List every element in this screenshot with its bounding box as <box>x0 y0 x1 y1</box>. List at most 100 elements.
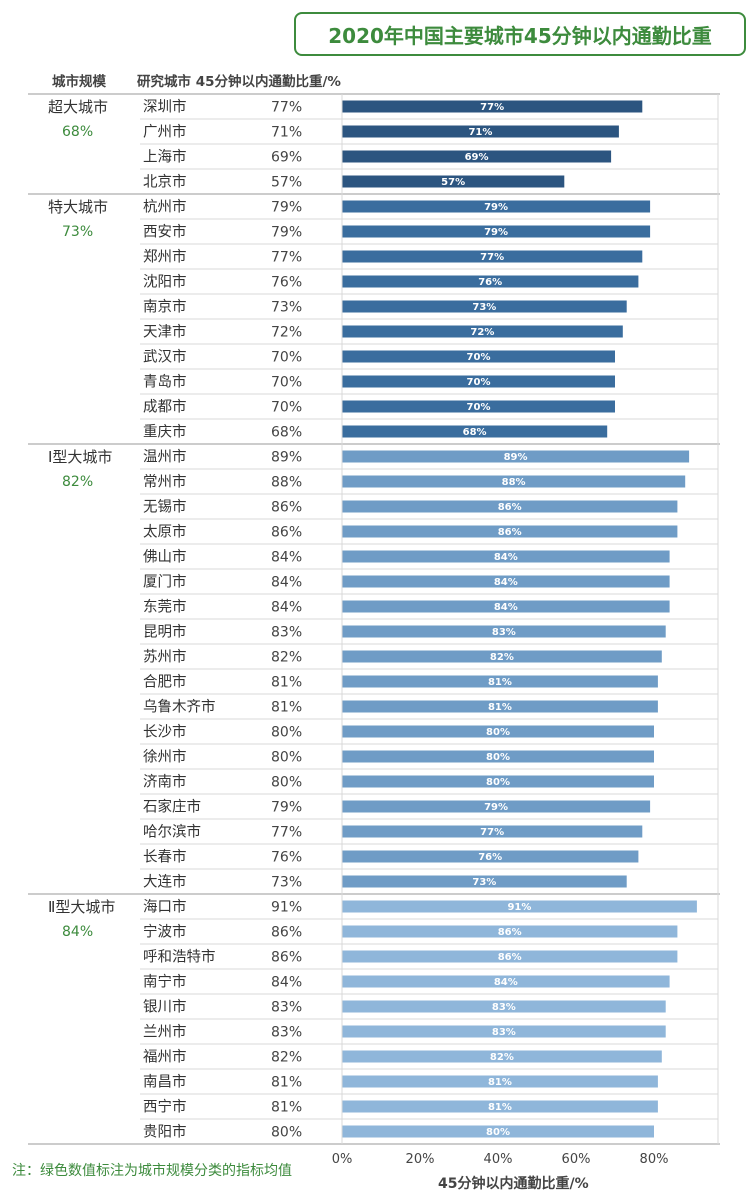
city-name: 徐州市 <box>143 749 187 766</box>
group-average: 82% <box>62 474 93 490</box>
city-value: 80% <box>271 1125 302 1141</box>
bar-label: 79% <box>484 227 508 238</box>
bar-label: 70% <box>467 352 491 363</box>
bar <box>342 525 678 538</box>
x-tick-label: 40% <box>484 1152 513 1167</box>
city-value: 84% <box>271 550 302 566</box>
bar <box>342 200 651 213</box>
bar-label: 86% <box>498 527 522 538</box>
city-name: 常州市 <box>143 474 187 491</box>
city-name: 西宁市 <box>143 1099 187 1116</box>
city-value: 71% <box>271 125 302 141</box>
city-value: 80% <box>271 750 302 766</box>
city-value: 86% <box>271 925 302 941</box>
city-value: 80% <box>271 725 302 741</box>
city-name: 杭州市 <box>143 199 187 216</box>
bar <box>342 800 651 813</box>
bar <box>342 675 658 688</box>
bar-label: 57% <box>441 177 465 188</box>
bar-label: 82% <box>490 1052 514 1063</box>
city-name: 福州市 <box>143 1049 187 1066</box>
city-name: 天津市 <box>143 324 187 341</box>
bar-label: 83% <box>492 627 516 638</box>
bar-label: 73% <box>472 877 496 888</box>
bar <box>342 425 608 438</box>
city-value: 77% <box>271 250 302 266</box>
city-value: 79% <box>271 225 302 241</box>
bar-label: 70% <box>467 377 491 388</box>
city-value: 81% <box>271 1075 302 1091</box>
bar <box>342 850 639 863</box>
bar-label: 81% <box>488 702 512 713</box>
x-tick-label: 0% <box>332 1152 353 1167</box>
bar <box>342 400 615 413</box>
city-name: 昆明市 <box>143 624 187 641</box>
city-name: 厦门市 <box>143 574 187 591</box>
bar <box>342 650 662 663</box>
bar-label: 80% <box>486 752 510 763</box>
bar-label: 88% <box>502 477 526 488</box>
city-value: 72% <box>271 325 302 341</box>
bar-label: 77% <box>480 102 504 113</box>
bar <box>342 450 690 463</box>
chart-title: 2020年中国主要城市45分钟以内通勤比重 <box>294 12 746 56</box>
city-name: 南宁市 <box>143 974 187 991</box>
bar <box>342 950 678 963</box>
city-name: 济南市 <box>143 774 187 791</box>
bar <box>342 575 670 588</box>
chart-note: 注：绿色数值标注为城市规模分类的指标均值 <box>12 1163 292 1179</box>
city-value: 77% <box>271 100 302 116</box>
x-tick-label: 80% <box>640 1152 669 1167</box>
bar-label: 84% <box>494 602 518 613</box>
bar <box>342 250 643 263</box>
city-name: 长春市 <box>143 849 187 866</box>
city-value: 81% <box>271 675 302 691</box>
city-name: 成都市 <box>143 399 187 416</box>
x-tick-label: 20% <box>406 1152 435 1167</box>
bar-label: 72% <box>470 327 494 338</box>
city-value: 84% <box>271 575 302 591</box>
city-value: 73% <box>271 875 302 891</box>
bar <box>342 925 678 938</box>
city-name: 乌鲁木齐市 <box>143 699 216 716</box>
bar-label: 91% <box>507 902 531 913</box>
city-name: 青岛市 <box>143 374 187 391</box>
city-name: 西安市 <box>143 224 187 241</box>
bar <box>342 1075 658 1088</box>
city-name: 合肥市 <box>143 674 187 691</box>
x-tick-label: 60% <box>562 1152 591 1167</box>
city-value: 76% <box>271 275 302 291</box>
city-value: 70% <box>271 400 302 416</box>
city-name: 上海市 <box>143 149 187 166</box>
bar-label: 81% <box>488 1102 512 1113</box>
city-name: 无锡市 <box>143 499 187 516</box>
city-value: 77% <box>271 825 302 841</box>
bar-label: 77% <box>480 252 504 263</box>
city-value: 82% <box>271 650 302 666</box>
city-value: 86% <box>271 500 302 516</box>
bar <box>342 1000 666 1013</box>
city-name: 重庆市 <box>143 424 187 441</box>
bar-label: 83% <box>492 1027 516 1038</box>
city-name: 郑州市 <box>143 249 187 266</box>
bar <box>342 150 612 163</box>
bar <box>342 825 643 838</box>
bar-label: 89% <box>504 452 528 463</box>
city-value: 89% <box>271 450 302 466</box>
city-name: 长沙市 <box>143 724 187 741</box>
city-name: 南京市 <box>143 299 187 316</box>
bar <box>342 975 670 988</box>
bar-label: 84% <box>494 552 518 563</box>
city-name: 石家庄市 <box>143 798 201 816</box>
city-value: 69% <box>271 150 302 166</box>
bar <box>342 375 615 388</box>
bar <box>342 225 651 238</box>
bar <box>342 625 666 638</box>
bar <box>342 750 654 763</box>
city-value: 83% <box>271 1000 302 1016</box>
city-name: 深圳市 <box>143 99 187 116</box>
group-average: 68% <box>62 124 93 140</box>
column-header-group: 城市规模 <box>52 74 106 90</box>
bar-label: 81% <box>488 677 512 688</box>
city-name: 广州市 <box>143 124 187 141</box>
